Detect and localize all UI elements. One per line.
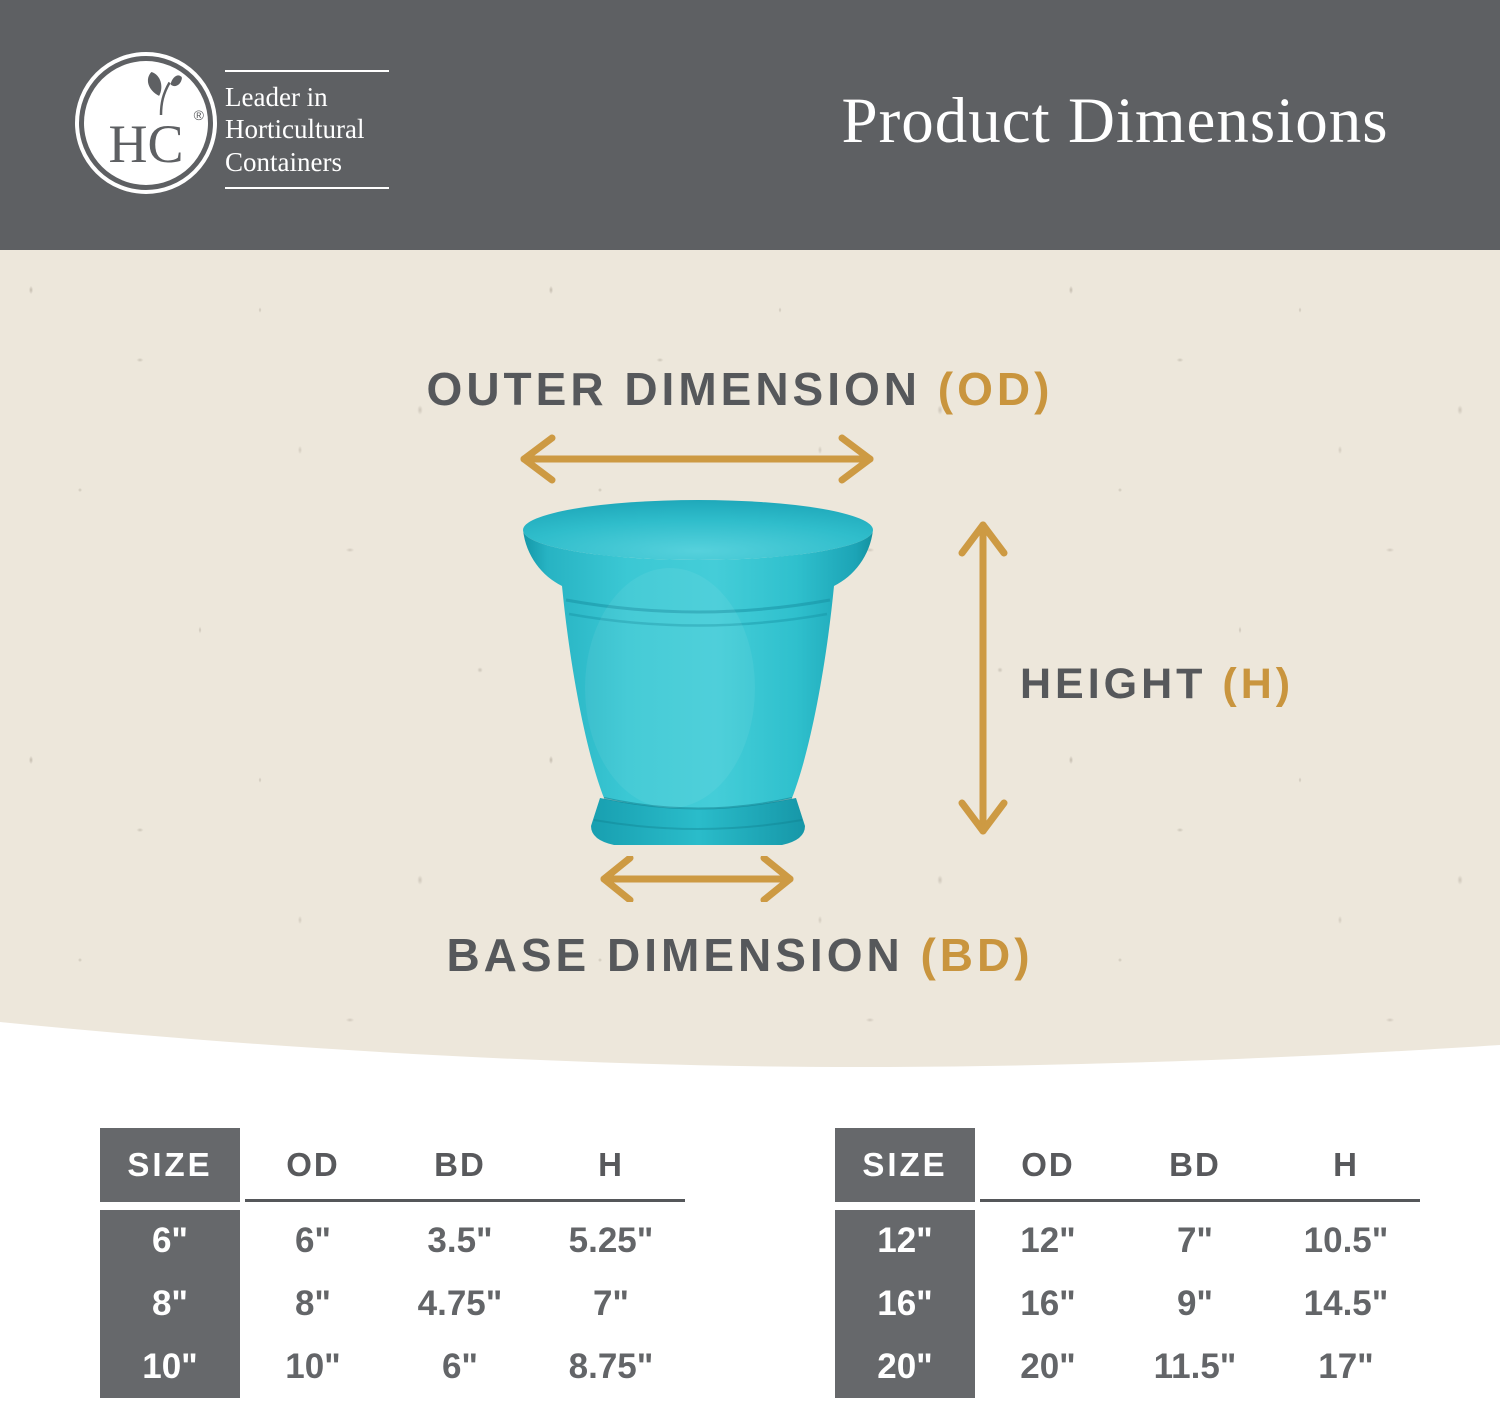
h-cell: 7" <box>592 1284 630 1323</box>
height-abbr: (H) <box>1222 660 1295 708</box>
od-cell: 8" <box>294 1284 332 1323</box>
size-table-large: SIZE OD BD H 12" 12" 7" 10.5" 16" 16" 9"… <box>835 1128 1425 1398</box>
size-cell: 12" <box>877 1221 933 1260</box>
od-cell: 12" <box>1020 1221 1076 1260</box>
planter-pot-image <box>523 500 873 845</box>
base-dimension-abbr: (BD) <box>920 929 1034 981</box>
size-cell: 6" <box>151 1221 189 1260</box>
curved-section-divider <box>0 1022 1500 1404</box>
size-column-band <box>100 1210 240 1398</box>
tagline-line: Leader in <box>225 82 328 112</box>
outer-dimension-text: OUTER DIMENSION <box>426 363 922 415</box>
od-cell: 10" <box>285 1347 341 1386</box>
logo-monogram: HC <box>108 114 184 174</box>
h-cell: 8.75" <box>568 1347 654 1386</box>
bd-cell: 6" <box>441 1347 479 1386</box>
size-column-band <box>835 1210 975 1398</box>
h-cell: 10.5" <box>1303 1221 1389 1260</box>
brand-logo: HC ® <box>75 52 217 194</box>
height-text: HEIGHT <box>1020 660 1207 708</box>
height-arrow <box>958 521 1008 835</box>
header-divider <box>245 1199 685 1202</box>
h-cell: 5.25" <box>568 1221 654 1260</box>
outer-dimension-arrow <box>520 434 874 484</box>
h-column-header: H <box>1333 1146 1359 1183</box>
base-dimension-label: BASE DIMENSION (BD) <box>320 928 1160 982</box>
registered-mark: ® <box>193 107 204 123</box>
table-row: 20" 20" 11.5" 17" <box>835 1336 1425 1398</box>
brand-logo-inner: HC ® <box>84 61 208 185</box>
od-cell: 20" <box>1020 1347 1076 1386</box>
bd-cell: 7" <box>1176 1221 1214 1260</box>
header-bar: HC ® Leader in Horticultural Containers … <box>0 0 1500 250</box>
height-label: HEIGHT (H) <box>1020 660 1294 709</box>
base-dimension-text: BASE DIMENSION <box>446 929 904 981</box>
size-cell: 10" <box>142 1347 198 1386</box>
size-cell: 16" <box>877 1284 933 1323</box>
h-column-header: H <box>598 1146 624 1183</box>
table-body: 6" 6" 3.5" 5.25" 8" 8" 4.75" 7" 10" 10" … <box>100 1210 690 1398</box>
bd-cell: 11.5" <box>1153 1347 1237 1386</box>
bd-cell: 9" <box>1176 1284 1214 1323</box>
od-cell: 6" <box>294 1221 332 1260</box>
table-row: 12" 12" 7" 10.5" <box>835 1210 1425 1272</box>
page-title: Product Dimensions <box>841 85 1389 157</box>
tagline-line: Horticultural <box>225 114 365 145</box>
brand-tagline: Leader in Horticultural Containers <box>225 70 389 190</box>
od-cell: 16" <box>1020 1284 1076 1323</box>
bd-column-header: BD <box>1169 1146 1221 1183</box>
size-table-small: SIZE OD BD H 6" 6" 3.5" 5.25" 8" 8" 4.75… <box>100 1128 690 1398</box>
h-cell: 14.5" <box>1303 1284 1389 1323</box>
size-column-header: SIZE <box>100 1128 240 1202</box>
bd-column-header: BD <box>434 1146 486 1183</box>
table-row: 10" 10" 6" 8.75" <box>100 1336 690 1398</box>
header-divider <box>980 1199 1420 1202</box>
table-row: 6" 6" 3.5" 5.25" <box>100 1210 690 1272</box>
od-column-header: OD <box>286 1146 340 1183</box>
bd-cell: 3.5" <box>427 1221 493 1260</box>
leaf-icon <box>147 72 182 115</box>
size-column-header: SIZE <box>835 1128 975 1202</box>
outer-dimension-abbr: (OD) <box>937 363 1054 415</box>
size-cell: 8" <box>151 1284 189 1323</box>
table-row: 8" 8" 4.75" 7" <box>100 1273 690 1335</box>
tagline-line: Containers <box>225 146 342 177</box>
h-cell: 17" <box>1318 1347 1374 1386</box>
table-header-row: SIZE OD BD H <box>835 1128 1425 1202</box>
size-cell: 20" <box>877 1347 933 1386</box>
bd-cell: 4.75" <box>417 1284 503 1323</box>
table-body: 12" 12" 7" 10.5" 16" 16" 9" 14.5" 20" 20… <box>835 1210 1425 1398</box>
table-row: 16" 16" 9" 14.5" <box>835 1273 1425 1335</box>
base-dimension-arrow <box>600 856 794 902</box>
outer-dimension-label: OUTER DIMENSION (OD) <box>320 362 1160 416</box>
od-column-header: OD <box>1021 1146 1075 1183</box>
table-header-row: SIZE OD BD H <box>100 1128 690 1202</box>
